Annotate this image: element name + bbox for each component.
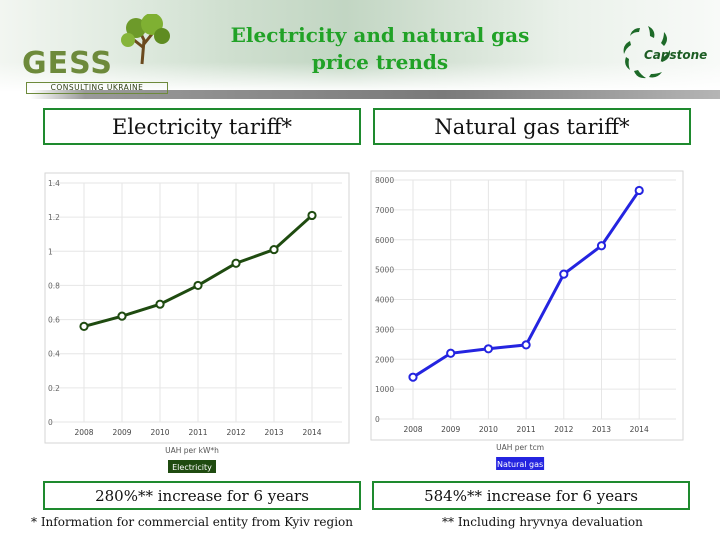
gas-x-tick-label: 2014	[630, 425, 649, 434]
capstone-logo: Capstone	[618, 22, 716, 84]
electricity-x-tick-label: 2013	[264, 428, 283, 437]
electricity-data-point	[307, 210, 317, 221]
gas-y-tick-label: 5000	[375, 266, 394, 275]
gess-logo: GESS CONSULTING UKRAINE	[22, 14, 172, 94]
electricity-y-tick-label: 1	[48, 247, 53, 256]
electricity-y-tick-label: 1.2	[48, 213, 60, 222]
gas-y-tick-label: 0	[375, 415, 380, 424]
capstone-logo-text: Capstone	[644, 48, 708, 62]
footnote-devaluation: ** Including hryvnya devaluation	[442, 515, 643, 529]
electricity-data-point	[117, 311, 127, 321]
gas-y-tick-label: 6000	[375, 236, 394, 245]
gas-data-point	[634, 185, 644, 196]
electricity-x-tick-label: 2009	[112, 428, 131, 437]
gas-y-tick-label: 1000	[375, 385, 394, 394]
gas-heading: Natural gas tariff*	[373, 108, 691, 145]
electricity-y-tick-label: 0.4	[48, 350, 60, 359]
electricity-data-point	[193, 280, 203, 291]
electricity-y-tick-label: 1.4	[48, 179, 60, 188]
gas-y-tick-label: 2000	[375, 355, 394, 364]
electricity-y-tick-label: 0.6	[48, 316, 60, 325]
electricity-data-point	[155, 299, 165, 309]
electricity-data-point	[79, 321, 89, 331]
gas-x-tick-label: 2013	[592, 425, 611, 434]
gas-data-point	[521, 340, 531, 350]
gas-chart-frame	[370, 170, 684, 441]
electricity-chart-frame	[44, 172, 350, 444]
gas-y-tick-label: 4000	[375, 296, 394, 305]
electricity-y-tick-label: 0	[48, 418, 53, 427]
electricity-x-tick-label: 2008	[74, 428, 93, 437]
gess-logo-text: GESS	[22, 46, 113, 81]
electricity-data-point	[231, 258, 241, 268]
electricity-x-axis-label: UAH per kW*h	[165, 446, 219, 455]
electricity-x-tick-label: 2012	[226, 428, 245, 437]
gas-chart: 0 1000 2000 3000 4000 5000 6000 7000 8000 2008 200…	[370, 170, 684, 470]
page-title: Electricity and natural gas price trends	[180, 22, 580, 76]
gas-data-point	[596, 241, 607, 251]
header-background	[0, 0, 720, 92]
gas-data-point	[446, 348, 456, 358]
gas-x-tick-label: 2010	[479, 425, 498, 434]
gas-data-point	[408, 372, 418, 382]
gess-logo-subtitle: CONSULTING UKRAINE	[26, 82, 168, 94]
gas-y-tick-label: 3000	[375, 325, 394, 334]
electricity-chart: 0 0.2 0.4 0.6 0.8 1 1.2 1.4 2008 2009 2010 2011 2012…	[44, 172, 350, 473]
gas-x-tick-label: 2009	[441, 425, 460, 434]
tree-icon	[121, 14, 170, 65]
turbine-icon	[623, 26, 671, 79]
electricity-data-point	[269, 244, 279, 255]
electricity-legend-swatch	[168, 460, 216, 473]
gas-legend-swatch	[496, 457, 545, 470]
header-divider	[30, 90, 720, 99]
gas-x-tick-label: 2012	[554, 425, 573, 434]
page-title-line-2: price trends	[311, 50, 449, 74]
electricity-heading: Electricity tariff*	[43, 108, 361, 145]
page-title-line-1: Electricity and natural gas	[230, 23, 530, 47]
gas-x-tick-label: 2008	[403, 425, 422, 434]
gas-increase-note: 584%** increase for 6 years	[372, 481, 690, 510]
electricity-x-tick-label: 2011	[188, 428, 207, 437]
gas-y-tick-label: 8000	[375, 176, 394, 185]
electricity-increase-note: 280%** increase for 6 years	[43, 481, 361, 510]
gas-legend-label: Natural gas	[497, 460, 543, 469]
footnote-commercial: * Information for commercial entity from…	[31, 515, 353, 529]
electricity-y-tick-label: 0.2	[48, 384, 60, 393]
electricity-x-tick-label: 2010	[150, 428, 169, 437]
gas-x-tick-label: 2011	[517, 425, 536, 434]
electricity-legend-label: Electricity	[172, 463, 212, 472]
electricity-y-tick-label: 0.8	[48, 281, 60, 290]
gas-data-point	[559, 269, 569, 279]
electricity-x-tick-label: 2014	[302, 428, 321, 437]
gas-x-axis-label: UAH per tcm	[496, 443, 544, 452]
gas-data-point	[483, 344, 494, 354]
gas-y-tick-label: 7000	[375, 206, 394, 215]
